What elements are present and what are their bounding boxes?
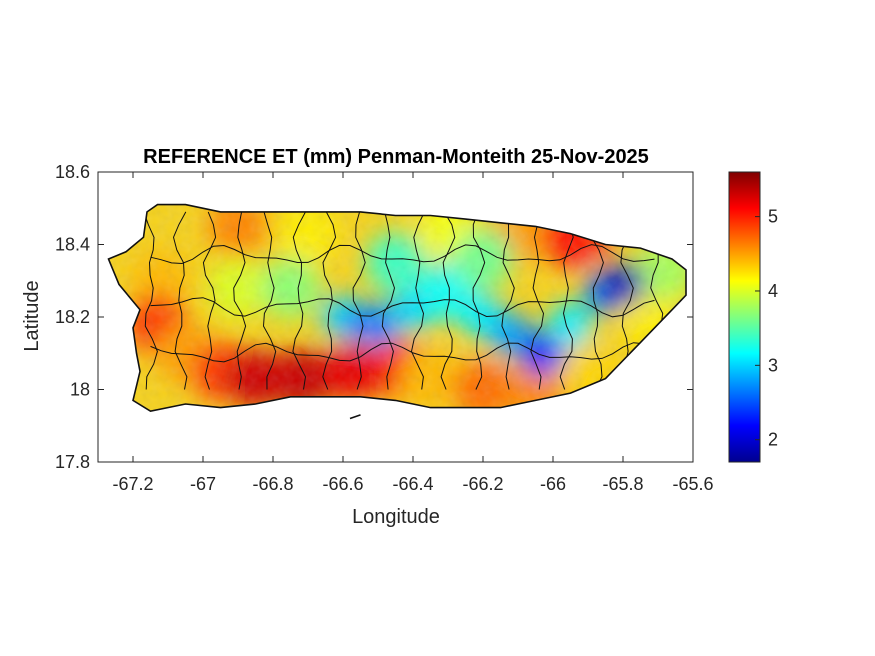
colorbar-tick-label: 5 [768,207,778,227]
y-tick-label: 17.8 [55,452,90,472]
municipal-border [352,211,366,390]
municipal-border [172,211,188,390]
y-axis-label: Latitude [21,280,43,351]
x-tick-label: -66.8 [252,474,293,494]
chart-title: REFERENCE ET (mm) Penman-Monteith 25-Nov… [143,146,649,168]
municipal-border [150,297,655,318]
municipal-border [150,342,655,363]
municipal-border [150,244,655,265]
x-tick-label: -67 [190,474,216,494]
x-axis: -67.2 -67 -66.8 -66.6 -66.4 -66.2 -66 -65.8 -65.… [112,172,714,494]
municipal-border [202,211,217,390]
municipal-border [292,211,307,390]
coastline [107,203,687,413]
colorbar-ticks: 2 3 4 5 [755,207,778,450]
y-tick-label: 18 [70,380,90,400]
municipal-border [590,211,604,390]
y-tick-label: 18.4 [55,235,90,255]
x-tick-label: -65.8 [602,474,643,494]
x-axis-label: Longitude [352,506,440,528]
municipal-border [233,211,247,390]
colorbar-tick-label: 4 [768,281,778,301]
offshore-islet [349,414,361,420]
y-tick-label: 18.2 [55,307,90,327]
x-tick-label: -65.6 [672,474,713,494]
x-tick-label: -66.2 [462,474,503,494]
municipal-border [440,211,456,390]
x-tick-label: -67.2 [112,474,153,494]
municipal-border [472,211,486,390]
y-axis: 17.8 18 18.2 18.4 18.6 [55,162,693,472]
colorbar-tick-label: 2 [768,430,778,450]
municipal-border [530,211,545,390]
municipal-border [262,211,277,390]
municipal-border [322,211,337,390]
colorbar-tick-label: 3 [768,355,778,375]
municipal-border [143,211,158,390]
colorbar [728,171,761,463]
municipal-border [410,211,425,390]
municipal-border [501,211,515,390]
x-tick-label: -66 [540,474,566,494]
y-tick-label: 18.6 [55,162,90,182]
x-tick-label: -66.4 [392,474,433,494]
x-tick-label: -66.6 [322,474,363,494]
municipal-border [381,211,396,390]
